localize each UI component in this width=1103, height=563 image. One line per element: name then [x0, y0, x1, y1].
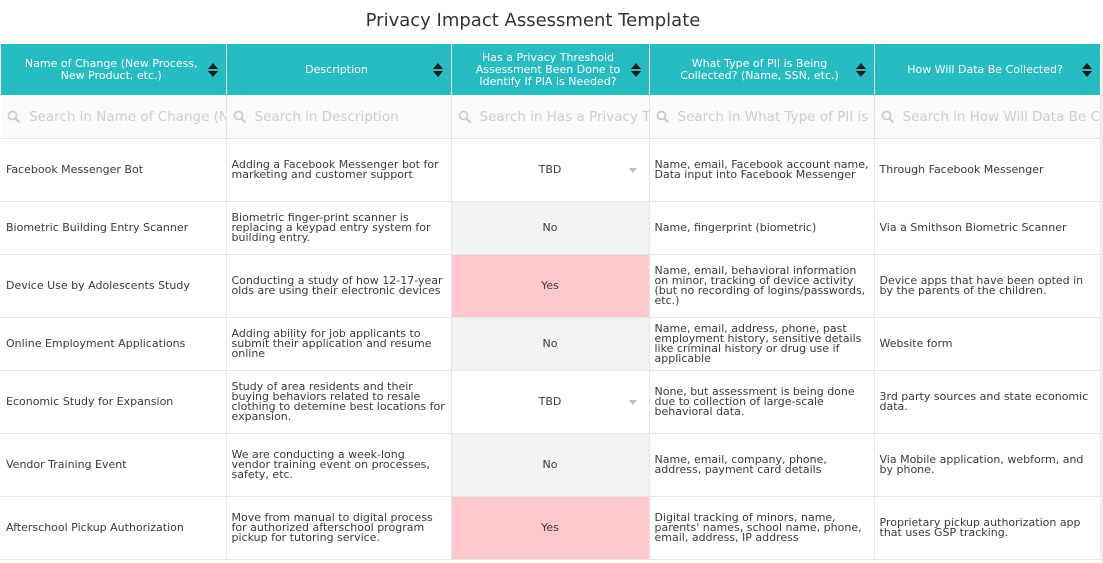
pta-value: TBD: [538, 163, 562, 176]
sort-arrows-icon[interactable]: [855, 62, 866, 77]
cell-pta[interactable]: No: [451, 201, 650, 255]
search-input-name[interactable]: [29, 108, 225, 125]
pta-value: No: [542, 221, 558, 234]
column-header-collection[interactable]: How Will Data Be Collected?: [874, 44, 1101, 95]
table-row: Device Use by Adolescents Study Conducti…: [1, 254, 1101, 318]
cell-collection[interactable]: Device apps that have been opted in by t…: [874, 254, 1101, 318]
cell-description[interactable]: Study of area residents and their buying…: [226, 370, 452, 434]
cell-collection[interactable]: Via a Smithson Biometric Scanner: [874, 201, 1101, 255]
cell-pii[interactable]: Name, email, company, phone, address, pa…: [649, 433, 875, 497]
pta-value: No: [542, 458, 558, 471]
column-header-pta[interactable]: Has a Privacy Threshold Assessment Been …: [451, 44, 650, 95]
magnifier-icon: [656, 110, 669, 123]
column-label: What Type of PII is Being Collected? (Na…: [680, 56, 839, 82]
sort-arrows-icon[interactable]: [207, 62, 218, 77]
cell-pii[interactable]: None, but assessment is being done due t…: [649, 370, 875, 434]
cell-pii[interactable]: Name, email, behavioral information on m…: [649, 254, 875, 318]
table-row: Online Employment Applications Adding ab…: [1, 317, 1101, 371]
search-cell: [226, 95, 452, 139]
search-cell: [874, 95, 1101, 139]
cell-description[interactable]: Conducting a study of how 12-17-year old…: [226, 254, 452, 318]
pta-value: No: [542, 337, 558, 350]
cell-name[interactable]: Device Use by Adolescents Study: [1, 254, 227, 318]
cell-name[interactable]: Economic Study for Expansion: [1, 370, 227, 434]
pta-value: Yes: [541, 521, 559, 534]
chevron-down-icon[interactable]: [628, 168, 637, 173]
table-row: Vendor Training Event We are conducting …: [1, 433, 1101, 497]
search-cell: [649, 95, 875, 139]
cell-pta[interactable]: No: [451, 317, 650, 371]
cell-description[interactable]: Biometric finger-print scanner is replac…: [226, 201, 452, 255]
cell-name[interactable]: Facebook Messenger Bot: [1, 138, 227, 202]
column-label: Has a Privacy Threshold Assessment Been …: [475, 50, 621, 88]
search-cell: [1, 95, 227, 139]
cell-description[interactable]: We are conducting a week-long vendor tra…: [226, 433, 452, 497]
cell-pta[interactable]: TBD: [451, 138, 650, 202]
table-row: Facebook Messenger Bot Adding a Facebook…: [1, 138, 1101, 202]
chevron-down-icon[interactable]: [628, 400, 637, 405]
cell-description[interactable]: Move from manual to digital process for …: [226, 496, 452, 560]
sort-arrows-icon[interactable]: [432, 62, 443, 77]
cell-pta[interactable]: TBD: [451, 370, 650, 434]
cell-pta[interactable]: No: [451, 433, 650, 497]
cell-name[interactable]: Online Employment Applications: [1, 317, 227, 371]
table-row: Biometric Building Entry Scanner Biometr…: [1, 201, 1101, 255]
page-title: Privacy Impact Assessment Template: [365, 10, 701, 31]
scroll-edge: [1101, 44, 1103, 563]
column-label: Name of Change (New Process, New Product…: [24, 56, 198, 82]
column-label: How Will Data Be Collected?: [907, 62, 1063, 76]
search-row: [1, 95, 1101, 139]
search-input-collection[interactable]: [902, 108, 1099, 125]
cell-pii[interactable]: Name, fingerprint (biometric): [649, 201, 875, 255]
table-row: Economic Study for Expansion Study of ar…: [1, 370, 1101, 434]
magnifier-icon: [233, 110, 246, 123]
sort-arrows-icon[interactable]: [1081, 62, 1092, 77]
column-label: Description: [305, 62, 368, 76]
cell-collection[interactable]: Via Mobile application, webform, and by …: [874, 433, 1101, 497]
column-header-name[interactable]: Name of Change (New Process, New Product…: [1, 44, 227, 95]
cell-collection[interactable]: Through Facebook Messenger: [874, 138, 1101, 202]
search-cell: [451, 95, 650, 139]
pia-table: Name of Change (New Process, New Product…: [1, 44, 1101, 560]
sort-arrows-icon[interactable]: [630, 62, 641, 77]
cell-pta[interactable]: Yes: [451, 254, 650, 318]
magnifier-icon: [7, 110, 21, 123]
cell-name[interactable]: Afterschool Pickup Authorization: [1, 496, 227, 560]
cell-description[interactable]: Adding ability for job applicants to sub…: [226, 317, 452, 371]
cell-pii[interactable]: Digital tracking of minors, name, parent…: [649, 496, 875, 560]
pta-value: Yes: [541, 279, 559, 292]
cell-pta[interactable]: Yes: [451, 496, 650, 560]
cell-name[interactable]: Biometric Building Entry Scanner: [1, 201, 227, 255]
header-row: Name of Change (New Process, New Product…: [1, 44, 1101, 95]
cell-description[interactable]: Adding a Facebook Messenger bot for mark…: [226, 138, 452, 202]
cell-pii[interactable]: Name, email, Facebook account name, Data…: [649, 138, 875, 202]
magnifier-icon: [458, 110, 471, 123]
magnifier-icon: [881, 110, 894, 123]
cell-name[interactable]: Vendor Training Event: [1, 433, 227, 497]
column-header-pii[interactable]: What Type of PII is Being Collected? (Na…: [649, 44, 875, 95]
column-header-description[interactable]: Description: [226, 44, 452, 95]
search-input-pii[interactable]: [677, 108, 873, 125]
search-input-description[interactable]: [254, 108, 450, 125]
cell-pii[interactable]: Name, email, address, phone, past employ…: [649, 317, 875, 371]
search-input-pta[interactable]: [479, 108, 648, 125]
table-row: Afterschool Pickup Authorization Move fr…: [1, 496, 1101, 560]
cell-collection[interactable]: Proprietary pickup authorization app tha…: [874, 496, 1101, 560]
cell-collection[interactable]: 3rd party sources and state economic dat…: [874, 370, 1101, 434]
cell-collection[interactable]: Website form: [874, 317, 1101, 371]
pta-value: TBD: [538, 395, 562, 408]
